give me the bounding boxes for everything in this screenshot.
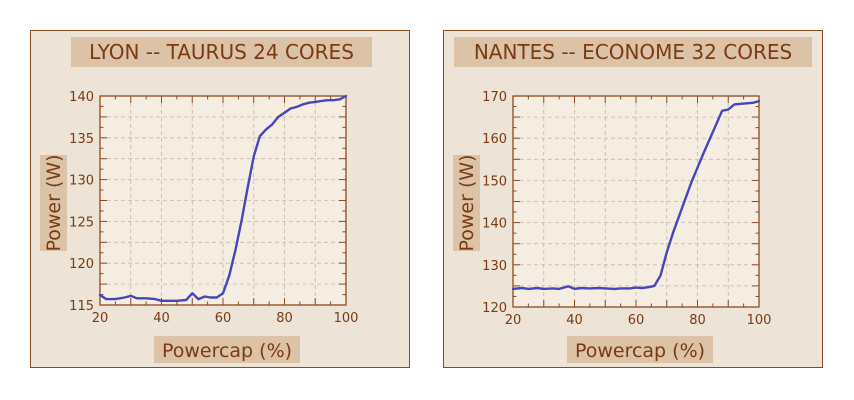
- chart-panel-lyon: LYON -- TAURUS 24 CORES 20 40 60 80 100 115 12…: [30, 30, 410, 368]
- y-tick-label: 120: [69, 257, 94, 272]
- chart-panel-nantes: NANTES -- ECONOME 32 CORES 20 40 60 80 100 12…: [443, 30, 823, 368]
- y-tick-label: 140: [69, 90, 94, 105]
- x-tick-label: 20: [505, 313, 522, 328]
- x-tick-label: 20: [92, 311, 109, 326]
- x-tick-label: 100: [747, 313, 772, 328]
- y-tick-label: 130: [69, 174, 94, 189]
- x-tick-label: 80: [689, 313, 706, 328]
- series-line: [98, 94, 348, 302]
- y-axis-label: Power (W): [456, 154, 478, 251]
- y-tick-label: 115: [69, 299, 94, 314]
- chart-title: NANTES -- ECONOME 32 CORES: [474, 40, 792, 64]
- x-axis-label-bg: [154, 336, 300, 363]
- x-tick-label: 60: [215, 311, 232, 326]
- x-tick-label: 60: [628, 313, 645, 328]
- y-tick-label: 125: [69, 215, 94, 230]
- x-tick-label: 100: [334, 311, 359, 326]
- x-tick-label: 40: [566, 313, 583, 328]
- series-line: [511, 99, 761, 291]
- x-axis-label: Powercap (%): [575, 340, 705, 362]
- y-tick-label: 150: [482, 174, 507, 189]
- chart-nantes: NANTES -- ECONOME 32 CORES 20 40 60 80 100 12…: [453, 37, 812, 363]
- y-tick-label: 120: [482, 301, 507, 316]
- y-axis-label-bg: [40, 155, 67, 251]
- y-tick-label: 170: [482, 90, 507, 105]
- y-axis-label: Power (W): [43, 154, 65, 251]
- chart-lyon: LYON -- TAURUS 24 CORES 20 40 60 80 100 115 12…: [40, 37, 372, 363]
- x-axis-label-bg: [567, 336, 713, 363]
- y-axis-label-bg: [453, 155, 480, 251]
- y-tick-label: 135: [69, 132, 94, 147]
- x-tick-label: 80: [276, 311, 293, 326]
- y-tick-label: 160: [482, 132, 507, 147]
- x-tick-label: 40: [153, 311, 170, 326]
- y-tick-label: 130: [482, 259, 507, 274]
- x-axis-label: Powercap (%): [162, 340, 292, 362]
- y-tick-label: 140: [482, 217, 507, 232]
- chart-title-bg: [71, 37, 372, 67]
- chart-title: LYON -- TAURUS 24 CORES: [89, 40, 354, 64]
- chart-title-bg: [454, 37, 812, 67]
